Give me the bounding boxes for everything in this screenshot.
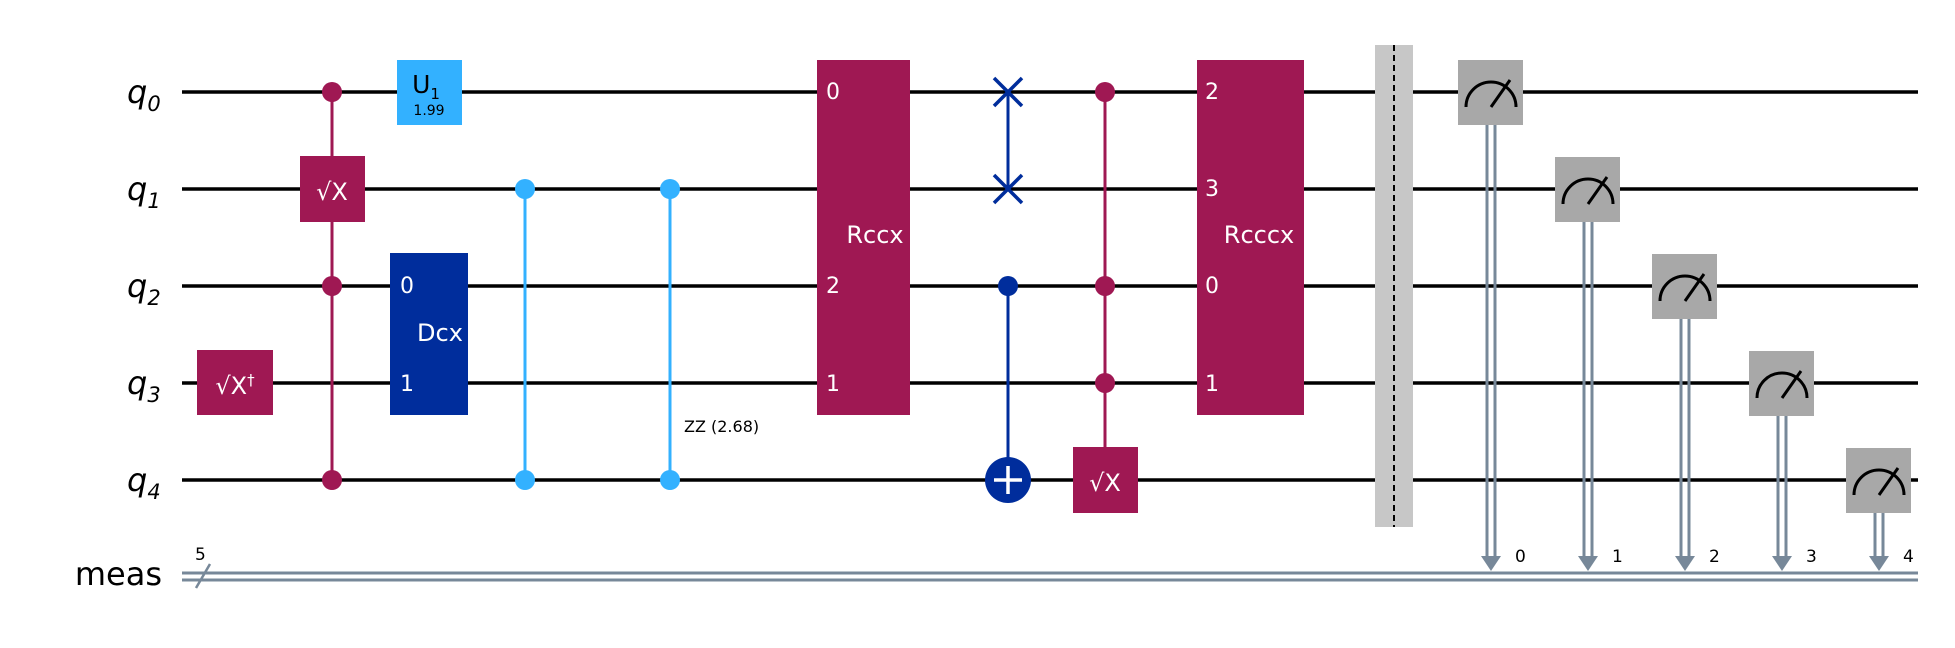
svg-text:U1: U1 <box>412 70 440 103</box>
control-dot <box>515 470 535 490</box>
control-dot <box>322 470 342 490</box>
svg-text:0: 0 <box>826 80 840 105</box>
svg-text:2: 2 <box>1205 80 1219 105</box>
measure-gate-q4: 4 <box>1846 448 1914 571</box>
rzz-label: ZZ (2.68) <box>684 417 759 436</box>
u1-gate: U1 1.99 <box>397 60 462 125</box>
measure-gate-q3: 3 <box>1749 351 1817 571</box>
arrow-down-icon <box>1481 556 1501 571</box>
svg-text:2: 2 <box>1709 547 1720 567</box>
svg-text:1: 1 <box>826 372 840 397</box>
measure-gate-q2: 2 <box>1652 254 1720 571</box>
control-dot <box>660 179 680 199</box>
svg-text:2: 2 <box>826 274 840 299</box>
cx-gate <box>985 276 1031 503</box>
svg-text:1: 1 <box>1612 547 1623 567</box>
control-dot <box>998 276 1018 296</box>
csx-gate: √X <box>300 82 365 490</box>
sxdg-gate: √X† <box>197 350 273 415</box>
svg-text:1: 1 <box>1205 372 1219 397</box>
qubit-label-q1: q1 <box>127 170 161 213</box>
control-dot <box>322 82 342 102</box>
qubit-labels: q0 q1 q2 q3 q4 meas <box>75 73 162 593</box>
rccx-gate: 0 Rccx 2 1 <box>817 60 910 415</box>
control-dot <box>1095 82 1115 102</box>
svg-text:0: 0 <box>400 274 414 299</box>
meter-icon <box>1852 468 1906 496</box>
svg-text:Rccx: Rccx <box>846 221 903 249</box>
control-dot <box>1095 276 1115 296</box>
control-dot <box>322 276 342 296</box>
swap-cross <box>992 76 1024 205</box>
svg-text:3: 3 <box>1806 547 1817 567</box>
meter-icon <box>1561 177 1615 205</box>
qubit-label-q3: q3 <box>127 364 161 407</box>
cz-gate <box>515 179 535 490</box>
svg-text:Dcx: Dcx <box>417 319 463 347</box>
mcsx-gate: √X <box>1073 82 1138 513</box>
qubit-wires <box>182 90 1918 482</box>
control-dot <box>660 470 680 490</box>
svg-text:√X†: √X† <box>215 371 255 400</box>
svg-text:Rcccx: Rcccx <box>1224 221 1294 249</box>
svg-text:0: 0 <box>1205 274 1219 299</box>
meter-icon <box>1755 371 1809 399</box>
svg-text:1.99: 1.99 <box>413 103 444 119</box>
control-dot <box>1095 373 1115 393</box>
classical-bundle-slash <box>194 563 212 589</box>
meter-icon <box>1658 274 1712 302</box>
qubit-label-q2: q2 <box>127 267 161 310</box>
measure-gate-q0: 0 <box>1458 60 1526 571</box>
svg-text:1: 1 <box>400 372 414 397</box>
arrow-down-icon <box>1772 556 1792 571</box>
qubit-label-q4: q4 <box>127 461 161 504</box>
meter-icon <box>1464 80 1518 108</box>
classical-bundle-width: 5 <box>195 545 206 565</box>
qubit-label-q0: q0 <box>127 73 161 116</box>
svg-text:4: 4 <box>1903 547 1914 567</box>
swap-gate <box>992 76 1024 205</box>
measure-gate-q1: 1 <box>1555 157 1623 571</box>
arrow-down-icon <box>1578 556 1598 571</box>
svg-text:0: 0 <box>1515 547 1526 567</box>
control-dot <box>515 179 535 199</box>
rzz-gate: ZZ (2.68) <box>660 179 759 490</box>
svg-text:√X: √X <box>316 178 348 206</box>
arrow-down-icon <box>1869 556 1889 571</box>
svg-text:√X: √X <box>1089 469 1121 497</box>
barrier <box>1375 45 1413 527</box>
classical-wire: 5 <box>182 545 1918 589</box>
classical-register-label: meas <box>75 555 162 593</box>
arrow-down-icon <box>1675 556 1695 571</box>
rcccx-gate: 2 3 Rcccx 0 1 <box>1197 60 1304 415</box>
dcx-gate: 0 Dcx 1 <box>390 253 468 415</box>
svg-text:3: 3 <box>1205 177 1219 202</box>
